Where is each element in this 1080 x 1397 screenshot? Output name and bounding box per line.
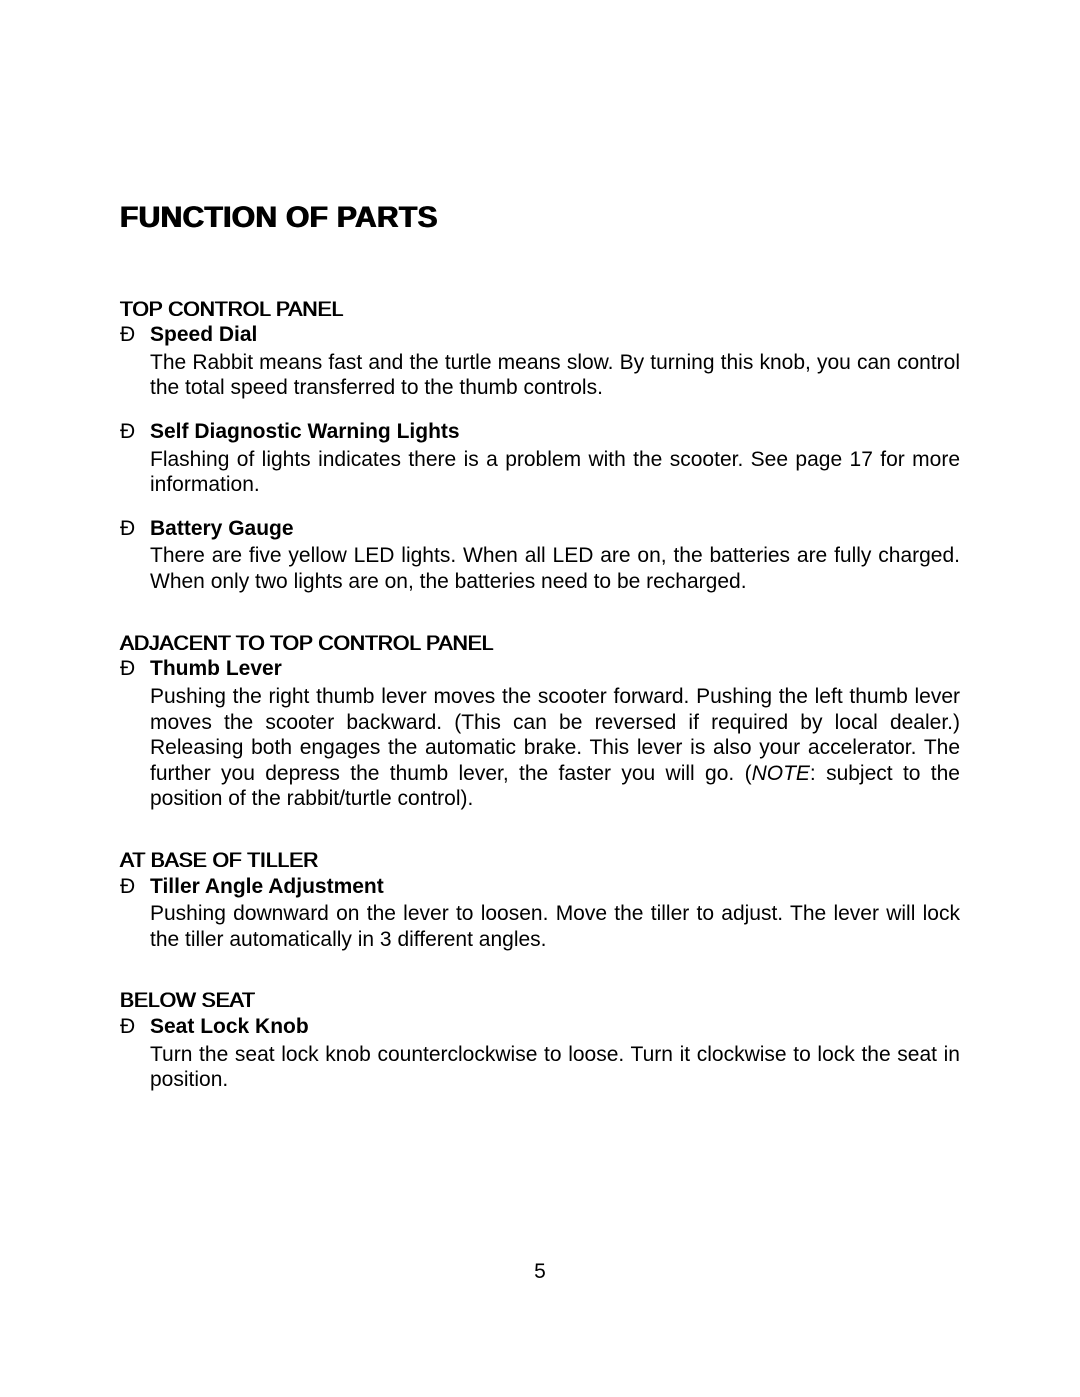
item-title: Speed Dial: [150, 322, 960, 348]
section-title: AT BASE OF TILLER: [120, 848, 960, 874]
list-item: Ð Seat Lock Knob Turn the seat lock knob…: [120, 1014, 960, 1093]
item-title: Tiller Angle Adjustment: [150, 874, 960, 900]
list-item: Ð Speed Dial The Rabbit means fast and t…: [120, 322, 960, 401]
item-title: Self Diagnostic Warning Lights: [150, 419, 960, 445]
item-body: Pushing the right thumb lever moves the …: [150, 684, 960, 812]
item-body: There are five yellow LED lights. When a…: [150, 543, 960, 594]
section-title: ADJACENT TO TOP CONTROL PANEL: [120, 631, 960, 657]
bullet-icon: Ð: [120, 1014, 150, 1093]
section-title: BELOW SEAT: [120, 988, 960, 1014]
list-item: Ð Tiller Angle Adjustment Pushing downwa…: [120, 874, 960, 953]
section-at-base-tiller: AT BASE OF TILLER Ð Tiller Angle Adjustm…: [120, 848, 960, 952]
section-below-seat: BELOW SEAT Ð Seat Lock Knob Turn the sea…: [120, 988, 960, 1092]
list-item: Ð Battery Gauge There are five yellow LE…: [120, 516, 960, 595]
list-item: Ð Self Diagnostic Warning Lights Flashin…: [120, 419, 960, 498]
bullet-icon: Ð: [120, 322, 150, 401]
bullet-icon: Ð: [120, 419, 150, 498]
section-top-control-panel: TOP CONTROL PANEL Ð Speed Dial The Rabbi…: [120, 297, 960, 595]
section-title: TOP CONTROL PANEL: [120, 297, 960, 323]
note-label: NOTE: [752, 762, 810, 785]
item-body: Pushing downward on the lever to loosen.…: [150, 901, 960, 952]
document-page: FUNCTION OF PARTS TOP CONTROL PANEL Ð Sp…: [0, 0, 1080, 1397]
item-title: Thumb Lever: [150, 656, 960, 682]
section-adjacent-top: ADJACENT TO TOP CONTROL PANEL Ð Thumb Le…: [120, 631, 960, 812]
page-number: 5: [0, 1259, 1080, 1285]
list-item: Ð Thumb Lever Pushing the right thumb le…: [120, 656, 960, 812]
item-body: Turn the seat lock knob counterclockwise…: [150, 1042, 960, 1093]
item-title: Battery Gauge: [150, 516, 960, 542]
bullet-icon: Ð: [120, 516, 150, 595]
bullet-icon: Ð: [120, 656, 150, 812]
item-body: The Rabbit means fast and the turtle mea…: [150, 350, 960, 401]
page-heading: FUNCTION OF PARTS: [120, 200, 960, 237]
item-title: Seat Lock Knob: [150, 1014, 960, 1040]
item-body: Flashing of lights indicates there is a …: [150, 447, 960, 498]
bullet-icon: Ð: [120, 874, 150, 953]
